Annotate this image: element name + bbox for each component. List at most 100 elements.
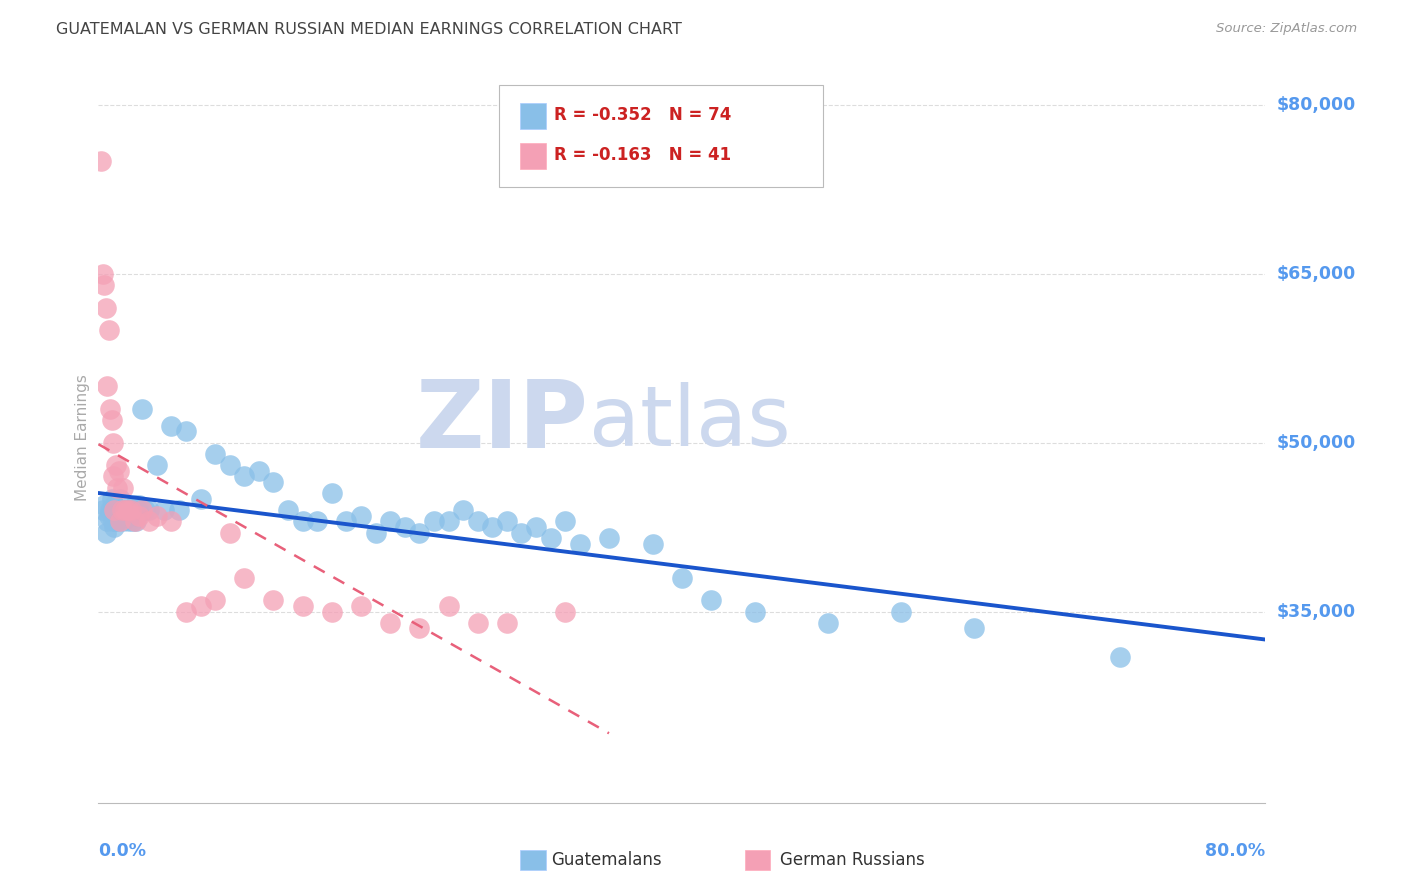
Point — [117, 503, 139, 517]
Point — [540, 532, 562, 546]
Point — [378, 515, 402, 529]
Point — [204, 447, 226, 461]
Point — [671, 571, 693, 585]
Point — [94, 525, 117, 540]
Text: Guatemalans: Guatemalans — [551, 851, 662, 869]
Point — [321, 486, 343, 500]
Point — [96, 379, 118, 393]
Point — [121, 503, 143, 517]
Point — [108, 503, 131, 517]
Point — [134, 503, 156, 517]
Text: R = -0.352   N = 74: R = -0.352 N = 74 — [554, 106, 731, 124]
Point — [115, 508, 138, 523]
Point — [105, 515, 128, 529]
Point — [101, 515, 124, 529]
Point — [335, 515, 357, 529]
Point — [105, 481, 128, 495]
Point — [108, 464, 131, 478]
Point — [350, 508, 373, 523]
Point — [247, 464, 270, 478]
Point — [307, 515, 329, 529]
Point — [104, 515, 127, 529]
Point — [93, 278, 115, 293]
Point — [128, 508, 150, 523]
Point — [204, 593, 226, 607]
Text: atlas: atlas — [589, 382, 790, 463]
Point — [101, 503, 124, 517]
Point — [138, 515, 160, 529]
Point — [233, 469, 256, 483]
Point — [131, 503, 153, 517]
Point — [598, 532, 620, 546]
Point — [124, 515, 146, 529]
Point — [101, 469, 124, 483]
Point — [110, 515, 132, 529]
Point — [467, 615, 489, 630]
Point — [94, 301, 117, 315]
Point — [451, 503, 474, 517]
Point — [110, 508, 132, 523]
Text: $80,000: $80,000 — [1277, 96, 1357, 114]
Point — [394, 520, 416, 534]
Point — [510, 525, 533, 540]
Point — [568, 537, 591, 551]
Point — [495, 615, 517, 630]
Point — [423, 515, 446, 529]
Point — [700, 593, 723, 607]
Point — [437, 515, 460, 529]
Point — [174, 605, 197, 619]
Text: R = -0.163   N = 41: R = -0.163 N = 41 — [554, 146, 731, 164]
Point — [127, 503, 149, 517]
Point — [91, 503, 114, 517]
Point — [146, 458, 169, 473]
Point — [277, 503, 299, 517]
Point — [817, 615, 839, 630]
Text: 80.0%: 80.0% — [1205, 842, 1265, 860]
Point — [128, 498, 150, 512]
Point — [153, 503, 176, 517]
Point — [262, 475, 284, 489]
Point — [122, 515, 145, 529]
Point — [160, 418, 183, 433]
Point — [962, 621, 984, 635]
Point — [190, 491, 212, 506]
Point — [103, 520, 125, 534]
Point — [111, 503, 134, 517]
Text: Source: ZipAtlas.com: Source: ZipAtlas.com — [1216, 22, 1357, 36]
Point — [91, 267, 114, 281]
Point — [291, 599, 314, 613]
Point — [100, 491, 122, 506]
Point — [467, 515, 489, 529]
Point — [408, 525, 430, 540]
Point — [350, 599, 373, 613]
Point — [93, 498, 115, 512]
Point — [96, 515, 118, 529]
Point — [120, 508, 142, 523]
Point — [97, 323, 120, 337]
Point — [364, 525, 387, 540]
Point — [437, 599, 460, 613]
Text: $65,000: $65,000 — [1277, 265, 1357, 283]
Point — [495, 515, 517, 529]
Point — [262, 593, 284, 607]
Point — [218, 525, 240, 540]
Point — [174, 425, 197, 439]
Point — [524, 520, 547, 534]
Point — [641, 537, 664, 551]
Text: German Russians: German Russians — [780, 851, 925, 869]
Point — [1108, 649, 1130, 664]
Point — [118, 515, 141, 529]
Point — [105, 508, 128, 523]
Text: 0.0%: 0.0% — [98, 842, 146, 860]
Point — [104, 458, 127, 473]
Point — [378, 615, 402, 630]
Y-axis label: Median Earnings: Median Earnings — [75, 374, 90, 500]
Point — [125, 515, 148, 529]
Point — [110, 491, 132, 506]
Point — [97, 508, 120, 523]
Point — [101, 435, 124, 450]
Point — [112, 481, 135, 495]
Text: $50,000: $50,000 — [1277, 434, 1357, 451]
Point — [100, 413, 122, 427]
Point — [117, 503, 139, 517]
